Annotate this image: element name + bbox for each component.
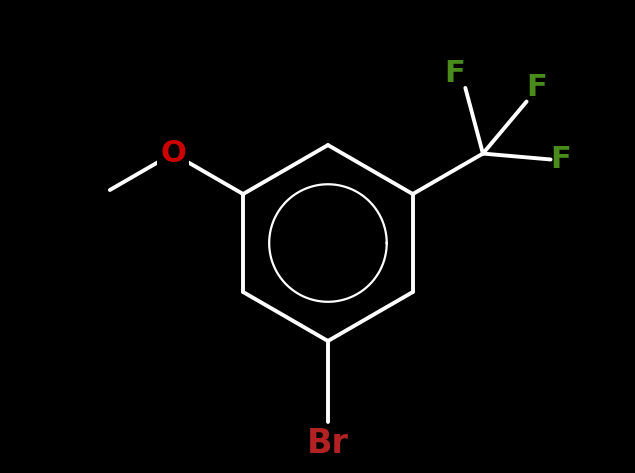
- Text: F: F: [444, 59, 465, 88]
- Text: O: O: [160, 139, 186, 168]
- Text: F: F: [526, 72, 547, 102]
- Text: F: F: [551, 145, 572, 174]
- Text: Br: Br: [307, 427, 349, 460]
